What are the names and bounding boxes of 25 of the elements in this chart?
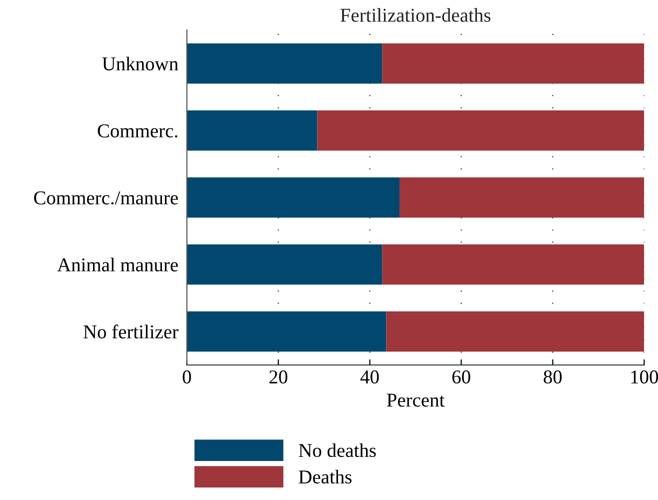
bar xyxy=(186,110,318,151)
x-tick-label: 0 xyxy=(182,370,191,384)
bar xyxy=(317,110,644,151)
legend-label: No deaths xyxy=(298,443,376,458)
bar xyxy=(186,43,382,84)
bar xyxy=(186,244,382,285)
bar xyxy=(186,311,386,352)
chart-title: Fertilization-deaths xyxy=(340,8,490,22)
y-tick-label: Unknown xyxy=(102,56,178,70)
legend-label: Deaths xyxy=(298,470,352,484)
y-tick-label: Commerc. xyxy=(98,124,178,138)
y-tick-label: Animal manure xyxy=(57,258,178,272)
bar xyxy=(386,311,644,352)
bar xyxy=(382,244,644,285)
y-tick-label: No fertilizer xyxy=(84,324,178,338)
x-tick-label: 60 xyxy=(452,370,470,384)
bar xyxy=(186,177,400,218)
x-tick-label: 20 xyxy=(269,370,288,384)
x-tick-label: 80 xyxy=(544,370,562,384)
bar xyxy=(382,43,644,84)
x-tick-label: 100 xyxy=(631,370,658,384)
y-tick-label: Commerc./manure xyxy=(34,191,178,205)
x-axis-title: Percent xyxy=(386,394,445,407)
bar xyxy=(400,177,644,218)
x-tick-label: 40 xyxy=(360,370,379,384)
